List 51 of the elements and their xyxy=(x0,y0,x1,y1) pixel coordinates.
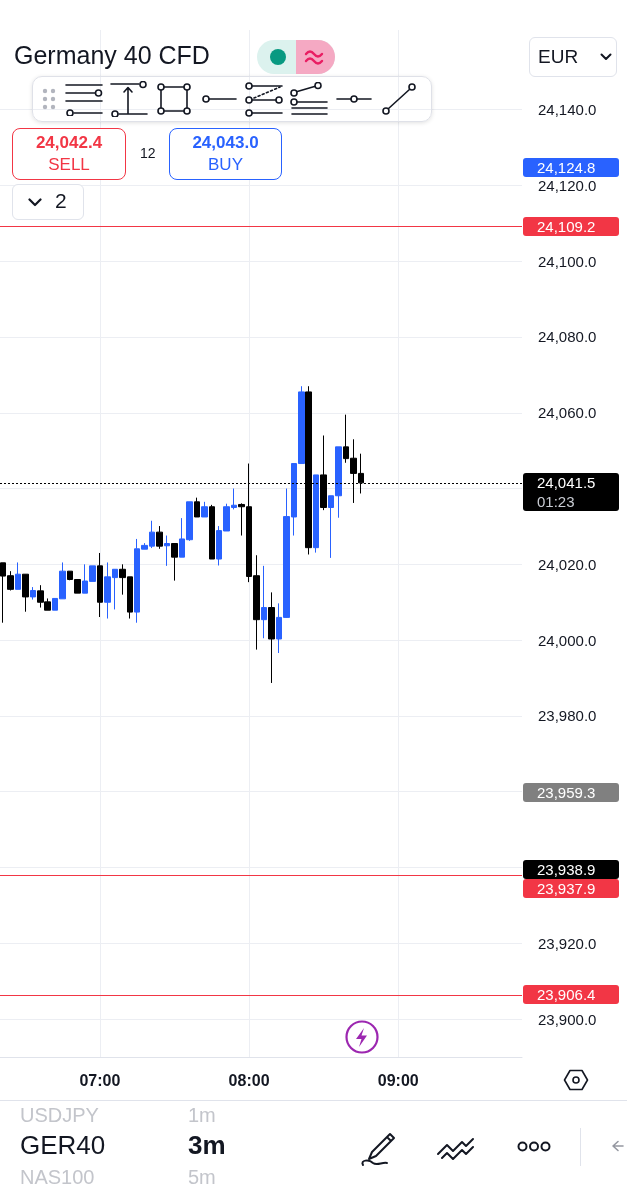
candlestick xyxy=(261,565,267,639)
text: 3m xyxy=(188,1130,226,1161)
candlestick xyxy=(209,504,215,560)
buy-button: 24,043.0 BUY xyxy=(169,128,282,180)
x-tick-label: 09:00 xyxy=(377,1071,419,1089)
annotation: 2 xyxy=(55,189,67,214)
y-tick-label: 24,060.0 xyxy=(538,404,597,422)
ref-line-label: 24,109.2 xyxy=(537,217,596,236)
candlestick xyxy=(156,525,163,550)
candlestick xyxy=(164,535,170,567)
y-tick-label: 24,120.0 xyxy=(538,176,597,194)
candlestick xyxy=(22,573,29,613)
y-tick-label: 23,900.0 xyxy=(538,1010,597,1028)
candlestick xyxy=(97,552,103,618)
ref-line-label: 23,937.9 xyxy=(537,879,596,897)
y-tick-label: 24,080.0 xyxy=(538,328,597,346)
y-tick-label: 24,100.0 xyxy=(538,252,597,270)
text: 01:23 xyxy=(537,493,575,511)
x-tick-label: 07:00 xyxy=(79,1071,121,1089)
candlestick xyxy=(194,497,200,518)
ref-line-label: 23,906.4 xyxy=(537,986,596,1004)
candlestick xyxy=(15,561,21,590)
text: GER40 xyxy=(20,1130,106,1161)
x-tick-label: 08:00 xyxy=(228,1071,270,1089)
dropdown: EUR xyxy=(529,37,617,77)
candlestick xyxy=(201,501,208,518)
candlestick xyxy=(30,586,36,601)
text: NAS100 xyxy=(20,1166,95,1189)
annotation: BUY xyxy=(208,155,243,175)
text: USDJPY xyxy=(20,1104,99,1127)
annotation: SELL xyxy=(48,155,90,175)
annotation: 12 xyxy=(140,145,156,162)
candlestick xyxy=(268,591,275,684)
y-tick-label: 23,920.0 xyxy=(538,934,597,952)
candlestick xyxy=(171,543,178,582)
candlestick xyxy=(313,474,319,554)
y-tick-label: 24,000.0 xyxy=(538,631,597,649)
text: 23,938.9 xyxy=(537,860,596,878)
annotation: 24,043.0 xyxy=(192,133,259,153)
text: 1m xyxy=(188,1104,216,1127)
annotation: 24,042.4 xyxy=(35,133,103,153)
text: 5m xyxy=(188,1166,216,1189)
text: 24,124.8 xyxy=(537,158,596,176)
y-tick-label: 23,980.0 xyxy=(538,707,597,725)
chart-title: Germany 40 CFD xyxy=(14,41,210,70)
sell-button: 24,042.4 SELL xyxy=(12,128,126,180)
dropdown: 2 xyxy=(12,184,84,220)
y-tick-label: 24,020.0 xyxy=(538,555,597,573)
ref-line-label: 24,041.5 xyxy=(537,474,596,492)
text: 23,959.3 xyxy=(537,783,596,801)
y-tick-label: 24,140.0 xyxy=(538,101,597,119)
